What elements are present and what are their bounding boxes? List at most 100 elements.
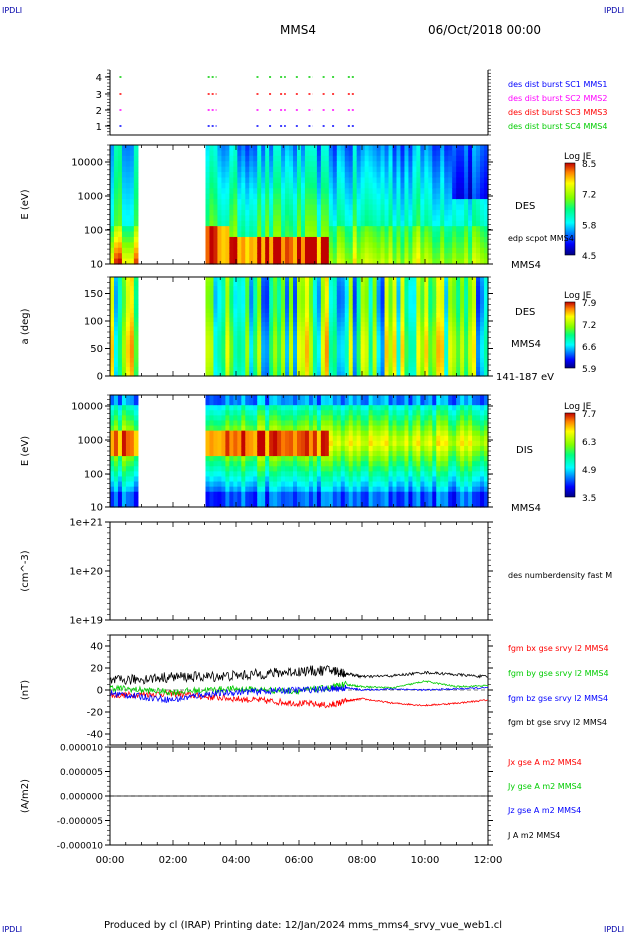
des_energy-cell bbox=[460, 199, 465, 205]
des_pitch-cell bbox=[456, 291, 461, 296]
des_energy-cell bbox=[365, 156, 370, 162]
dis_energy-cell bbox=[245, 446, 250, 452]
des_pitch-cell bbox=[114, 286, 119, 291]
dis_energy-cell bbox=[341, 446, 346, 452]
des_energy-cell bbox=[381, 248, 386, 254]
dis_energy-cell bbox=[389, 441, 394, 447]
dis_energy-cell bbox=[277, 476, 282, 482]
des_energy-cell bbox=[424, 215, 429, 221]
des_energy-cell bbox=[357, 242, 362, 248]
des_pitch-cell bbox=[257, 358, 262, 363]
des_pitch-cell bbox=[432, 367, 437, 372]
dis_energy-cell bbox=[273, 456, 278, 462]
dis_energy-cell bbox=[293, 451, 298, 457]
des_pitch-cell bbox=[420, 318, 425, 323]
des_energy-cell bbox=[349, 205, 354, 211]
des_pitch-cell bbox=[241, 309, 246, 314]
des_energy-cell bbox=[110, 242, 115, 248]
des_pitch-cell bbox=[277, 349, 282, 354]
des_energy-cell bbox=[460, 156, 465, 162]
des_pitch-cell bbox=[269, 331, 274, 336]
des_energy-cell bbox=[269, 253, 274, 259]
des_energy-cell bbox=[297, 177, 302, 183]
dis_energy-cell bbox=[373, 431, 378, 437]
des_energy-cell bbox=[440, 232, 445, 238]
des_pitch-cell bbox=[377, 358, 382, 363]
des_pitch-cell bbox=[353, 286, 358, 291]
dis_energy-cell bbox=[205, 476, 210, 482]
dis_energy-cell bbox=[225, 431, 230, 437]
des_pitch-cell bbox=[444, 277, 449, 282]
dis_energy-cell bbox=[213, 466, 218, 472]
des_energy-cell bbox=[337, 188, 342, 194]
des_pitch-cell bbox=[432, 277, 437, 282]
dis_energy-cell bbox=[349, 410, 354, 416]
dis_energy-cell bbox=[337, 471, 342, 477]
des_energy-cell bbox=[317, 205, 322, 211]
des_energy-cell bbox=[381, 156, 386, 162]
dis_energy-cell bbox=[241, 466, 246, 472]
dis_energy-cell bbox=[357, 497, 362, 503]
dis_energy-cell bbox=[277, 431, 282, 437]
des_pitch-cell bbox=[233, 322, 238, 327]
des_pitch-cell bbox=[456, 309, 461, 314]
des_energy-cell bbox=[464, 237, 469, 243]
des_energy-cell bbox=[424, 199, 429, 205]
des_energy-cell bbox=[261, 221, 266, 227]
des_energy-cell bbox=[269, 221, 274, 227]
dis_energy-cell bbox=[261, 461, 266, 467]
des_pitch-cell bbox=[245, 367, 250, 372]
des_pitch-cell bbox=[114, 327, 119, 332]
des_pitch-cell bbox=[357, 349, 362, 354]
des_pitch-cell bbox=[257, 295, 262, 300]
des_energy-cell bbox=[420, 232, 425, 238]
des_pitch-cell bbox=[229, 286, 234, 291]
dis_energy-cell bbox=[229, 497, 234, 503]
des_energy-cell bbox=[253, 194, 258, 200]
dis_energy-cell bbox=[241, 426, 246, 432]
des_pitch-cell bbox=[337, 318, 342, 323]
dis_energy-cell bbox=[341, 466, 346, 472]
des_pitch-cell bbox=[385, 340, 390, 345]
des_energy-cell bbox=[385, 199, 390, 205]
des_pitch-cell bbox=[241, 282, 246, 287]
des_pitch-cell bbox=[440, 318, 445, 323]
dis_energy-cell bbox=[245, 466, 250, 472]
des_energy-cell bbox=[393, 232, 398, 238]
des_pitch-cell bbox=[444, 309, 449, 314]
des_pitch-cell bbox=[261, 345, 266, 350]
des_pitch-cell bbox=[245, 358, 250, 363]
des_pitch-cell bbox=[436, 327, 441, 332]
dis_energy-cell bbox=[110, 400, 115, 406]
des_energy-cell bbox=[325, 194, 330, 200]
des_pitch-cell bbox=[277, 354, 282, 359]
dis_energy-cell bbox=[253, 471, 258, 477]
des_energy-cell bbox=[245, 237, 250, 243]
dis_energy-cell bbox=[237, 487, 242, 493]
dis_energy-cell bbox=[261, 497, 266, 503]
dis_energy-cell bbox=[134, 436, 139, 442]
des_energy-cell bbox=[389, 205, 394, 211]
des_pitch-cell bbox=[404, 354, 409, 359]
des_energy-cell bbox=[428, 237, 433, 243]
des_energy-cell bbox=[273, 177, 278, 183]
des_energy-cell bbox=[440, 242, 445, 248]
des_energy-cell bbox=[440, 210, 445, 216]
des_pitch-cell bbox=[205, 300, 210, 305]
des_energy-cell bbox=[396, 242, 401, 248]
dis_energy-cell bbox=[269, 395, 274, 401]
dis_energy-cell bbox=[261, 415, 266, 421]
dis_energy-cell bbox=[233, 451, 238, 457]
dis_energy-cell bbox=[126, 441, 131, 447]
dis_energy-cell bbox=[353, 395, 358, 401]
des_energy-cell bbox=[257, 150, 262, 156]
des_pitch-cell bbox=[309, 331, 314, 336]
des_energy-cell bbox=[436, 188, 441, 194]
des_energy-cell bbox=[444, 210, 449, 216]
des_pitch-cell bbox=[448, 336, 453, 341]
des_energy-cell bbox=[241, 205, 246, 211]
des_pitch-cell bbox=[241, 340, 246, 345]
des_pitch-cell bbox=[329, 277, 334, 282]
des_pitch-cell bbox=[480, 358, 485, 363]
des_energy-cell bbox=[265, 183, 270, 189]
